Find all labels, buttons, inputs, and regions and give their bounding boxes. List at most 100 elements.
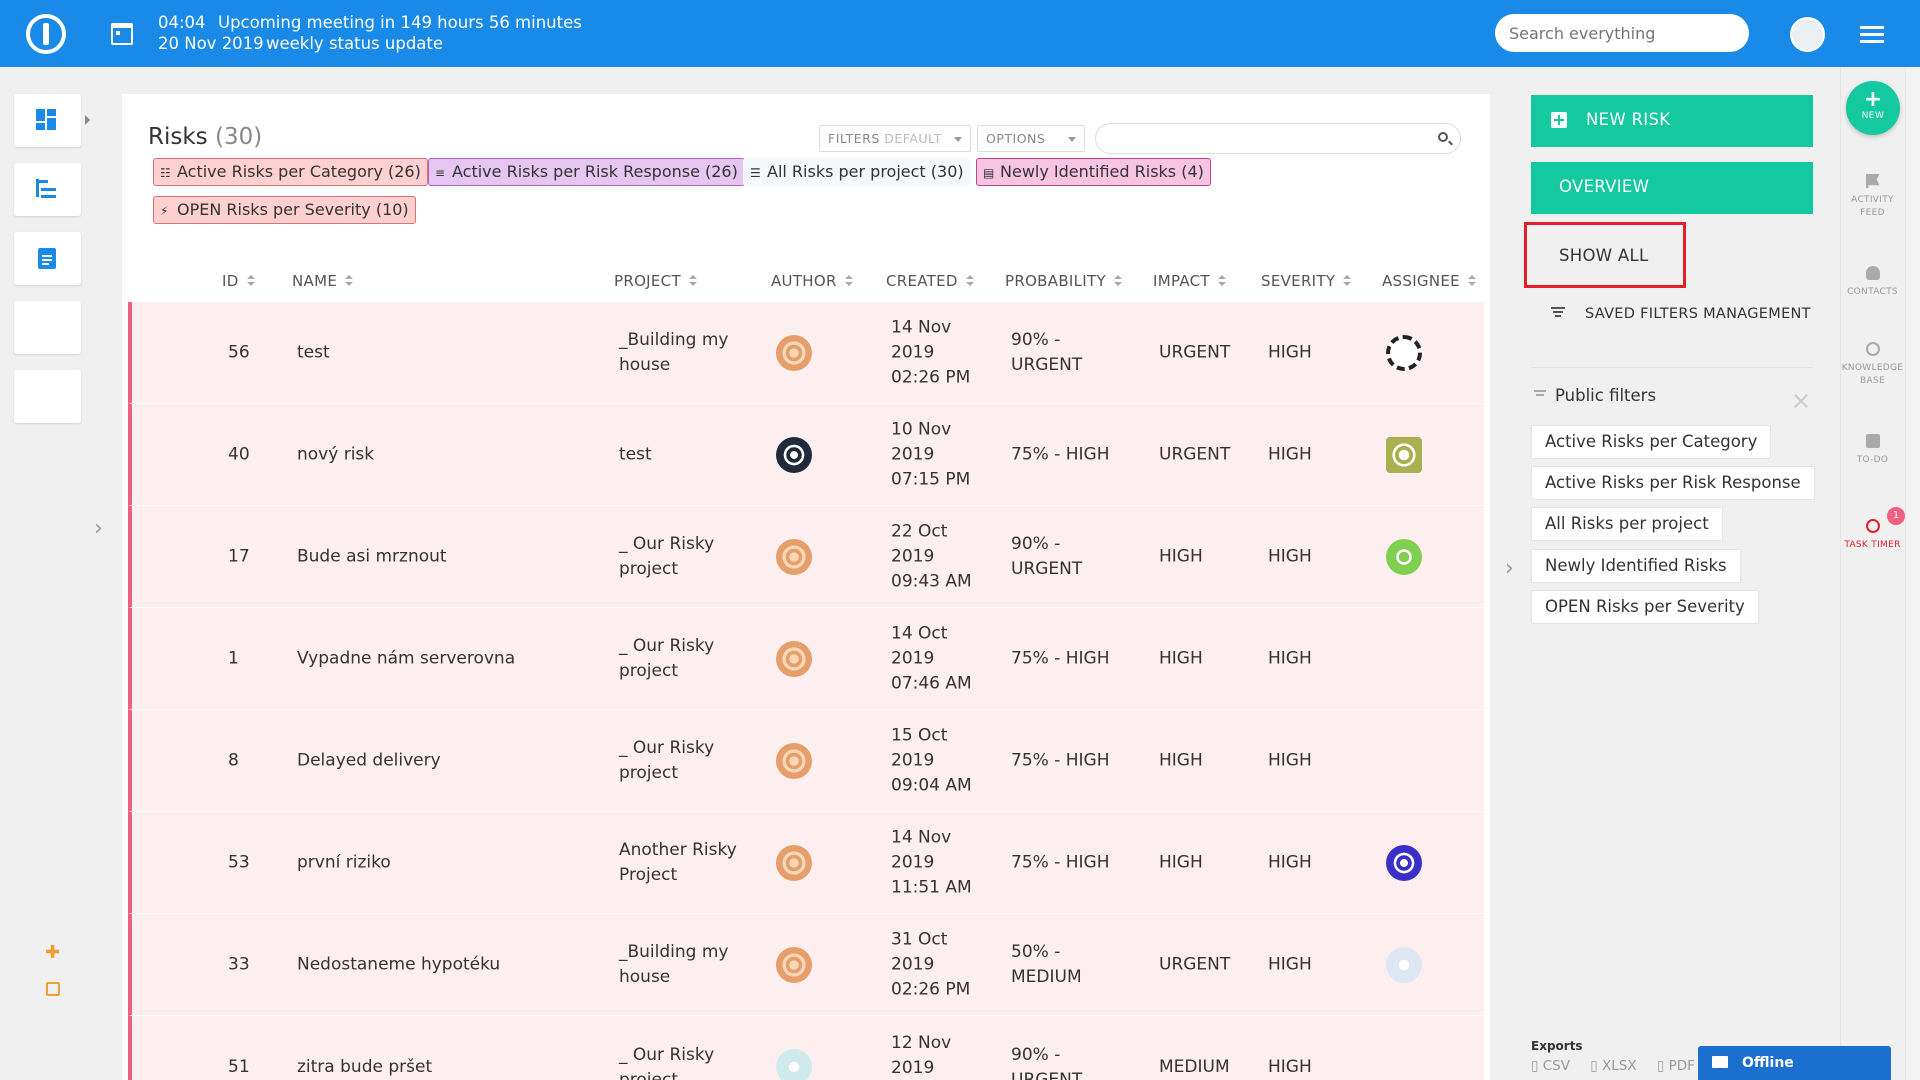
saved-query-tag[interactable]: ▤ Newly Identified Risks (4) — [976, 158, 1211, 186]
calendar-icon[interactable] — [111, 23, 133, 45]
saved-filters-management-link[interactable]: SAVED FILTERS MANAGEMENT — [1551, 306, 1811, 322]
cell-impact: HIGH — [1159, 852, 1203, 872]
cell-project[interactable]: Another Risky Project — [619, 839, 737, 885]
todo-button[interactable]: TO-DO — [1840, 434, 1905, 467]
cell-id: 8 — [228, 750, 239, 770]
sidebar-empty-button-2[interactable] — [14, 370, 81, 423]
user-avatar[interactable] — [1790, 17, 1825, 52]
hamburger-menu-icon[interactable] — [1860, 26, 1884, 43]
cell-name[interactable]: Delayed delivery — [297, 750, 441, 770]
export-csv-link[interactable]: ▯ CSV — [1531, 1058, 1570, 1074]
cell-id: 1 — [228, 648, 239, 668]
column-header-author[interactable]: AUTHOR — [771, 272, 853, 290]
sort-icon — [688, 275, 697, 287]
public-filter-item[interactable]: Newly Identified Risks — [1531, 549, 1741, 583]
sidebar-clipboard-button[interactable] — [14, 232, 81, 285]
cell-name[interactable]: Bude asi mrznout — [297, 546, 447, 566]
new-risk-button[interactable]: NEW RISK — [1531, 95, 1813, 147]
author-avatar[interactable] — [776, 1049, 812, 1080]
author-avatar[interactable] — [776, 539, 812, 575]
cell-name[interactable]: test — [297, 342, 330, 362]
author-avatar[interactable] — [776, 437, 812, 473]
column-header-assignee[interactable]: ASSIGNEE — [1382, 272, 1476, 290]
column-header-project[interactable]: PROJECT — [614, 272, 697, 290]
sidebar-empty-button-1[interactable] — [14, 301, 81, 354]
expand-sidebar-chevron-icon[interactable]: › — [94, 516, 103, 541]
assignee-avatar[interactable] — [1386, 437, 1422, 473]
table-row[interactable]: 1 Vypadne nám serverovna _ Our Risky proj… — [128, 608, 1484, 710]
list-search-input[interactable] — [1095, 123, 1461, 154]
table-row[interactable]: 17 Bude asi mrznout _ Our Risky project 2… — [128, 506, 1484, 608]
author-avatar[interactable] — [776, 947, 812, 983]
column-header-impact[interactable]: IMPACT — [1153, 272, 1226, 290]
column-header-name[interactable]: NAME — [292, 272, 354, 290]
todo-label: TO-DO — [1856, 455, 1889, 465]
saved-query-tag[interactable]: ☷ Active Risks per Category (26) — [153, 158, 428, 186]
close-icon[interactable] — [1793, 392, 1809, 408]
sidebar-dashboard-button[interactable] — [14, 94, 90, 147]
tree-icon: ☷ — [160, 166, 171, 180]
task-timer-button[interactable]: TASK TIMER — [1840, 519, 1905, 552]
saved-query-tag[interactable]: ⚡ OPEN Risks per Severity (10) — [153, 196, 416, 224]
cell-project[interactable]: _ Our Risky project — [619, 533, 715, 579]
author-avatar[interactable] — [776, 641, 812, 677]
author-avatar[interactable] — [776, 335, 812, 371]
assignee-avatar[interactable] — [1386, 947, 1422, 983]
cell-severity: HIGH — [1268, 444, 1312, 464]
global-search-input[interactable] — [1495, 14, 1749, 52]
options-dropdown[interactable]: OPTIONS — [977, 125, 1085, 152]
cell-project[interactable]: _Building my house — [619, 941, 729, 987]
export-xlsx-link[interactable]: ▯ XLSX — [1590, 1058, 1637, 1074]
activity-feed-button[interactable]: ACTIVITY FEED — [1840, 174, 1905, 220]
cell-project[interactable]: _Building my house — [619, 329, 729, 375]
offline-chat-bar[interactable]: Offline — [1698, 1046, 1891, 1080]
filters-dropdown[interactable]: FILTERS DEFAULT — [819, 125, 972, 152]
public-filter-item[interactable]: OPEN Risks per Severity — [1531, 590, 1759, 624]
knowledge-base-button[interactable]: KNOWLEDGE BASE — [1840, 342, 1905, 388]
public-filters-title: Public filters — [1555, 386, 1657, 405]
table-row[interactable]: 33 Nedostaneme hypotéku _Building my hous… — [128, 914, 1484, 1016]
cell-name[interactable]: první riziko — [297, 852, 391, 872]
table-row[interactable]: 53 první riziko Another Risky Project 14 … — [128, 812, 1484, 914]
public-filter-item[interactable]: Active Risks per Category — [1531, 425, 1772, 459]
author-avatar[interactable] — [776, 845, 812, 881]
table-row[interactable]: 51 zitra bude pršet _ Our Risky project 1… — [128, 1016, 1484, 1080]
column-header-id[interactable]: ID — [222, 272, 255, 290]
show-all-button[interactable]: SHOW ALL — [1524, 222, 1686, 288]
assignee-avatar[interactable] — [1386, 539, 1422, 575]
app-logo-icon[interactable] — [26, 14, 66, 54]
table-row[interactable]: 40 nový risk test 10 Nov 2019 07:15 PM 75%… — [128, 404, 1484, 506]
table-row[interactable]: 8 Delayed delivery _ Our Risky project 15… — [128, 710, 1484, 812]
upcoming-meeting[interactable]: 04:04 Upcoming meeting in 149 hours 56 mi… — [158, 12, 582, 54]
export-pdf-link[interactable]: ▯ PDF — [1656, 1058, 1695, 1074]
cell-name[interactable]: nový risk — [297, 444, 375, 464]
cell-created: 22 Oct 2019 09:43 AM — [891, 521, 972, 591]
cell-id: 17 — [228, 546, 250, 566]
cell-name[interactable]: Nedostaneme hypotéku — [297, 954, 501, 974]
overview-button[interactable]: OVERVIEW — [1531, 162, 1813, 214]
add-user-icon[interactable]: ✚ — [45, 942, 61, 963]
cell-project[interactable]: _ Our Risky project — [619, 635, 715, 681]
author-avatar[interactable] — [776, 743, 812, 779]
saved-query-tag[interactable]: ☰ All Risks per project (30) — [743, 158, 971, 186]
contacts-button[interactable]: CONTACTS — [1840, 266, 1905, 299]
cell-name[interactable]: Vypadne nám serverovna — [297, 648, 516, 668]
saved-query-tag[interactable]: ≡ Active Risks per Risk Response (26) — [428, 158, 745, 186]
column-header-probability[interactable]: PROBABILITY — [1005, 272, 1122, 290]
cell-project[interactable]: _ Our Risky project — [619, 1045, 715, 1080]
cell-name[interactable]: zitra bude pršet — [297, 1057, 433, 1077]
page-scrollbar[interactable] — [1905, 67, 1920, 1080]
sign-out-icon[interactable] — [46, 982, 60, 996]
public-filter-item[interactable]: Active Risks per Risk Response — [1531, 466, 1815, 500]
assignee-avatar[interactable] — [1386, 335, 1422, 371]
table-row[interactable]: 56 test _Building my house 14 Nov 2019 02:2… — [128, 302, 1484, 404]
sidebar-tree-button[interactable] — [14, 163, 81, 216]
column-header-severity[interactable]: SEVERITY — [1261, 272, 1352, 290]
collapse-right-panel-chevron-icon[interactable]: › — [1505, 556, 1514, 581]
cell-project[interactable]: _ Our Risky project — [619, 737, 715, 783]
column-header-created[interactable]: CREATED — [886, 272, 974, 290]
new-item-button[interactable]: + NEW — [1846, 81, 1900, 135]
public-filter-item[interactable]: All Risks per project — [1531, 507, 1723, 541]
cell-project[interactable]: test — [619, 444, 652, 464]
assignee-avatar[interactable] — [1386, 845, 1422, 881]
